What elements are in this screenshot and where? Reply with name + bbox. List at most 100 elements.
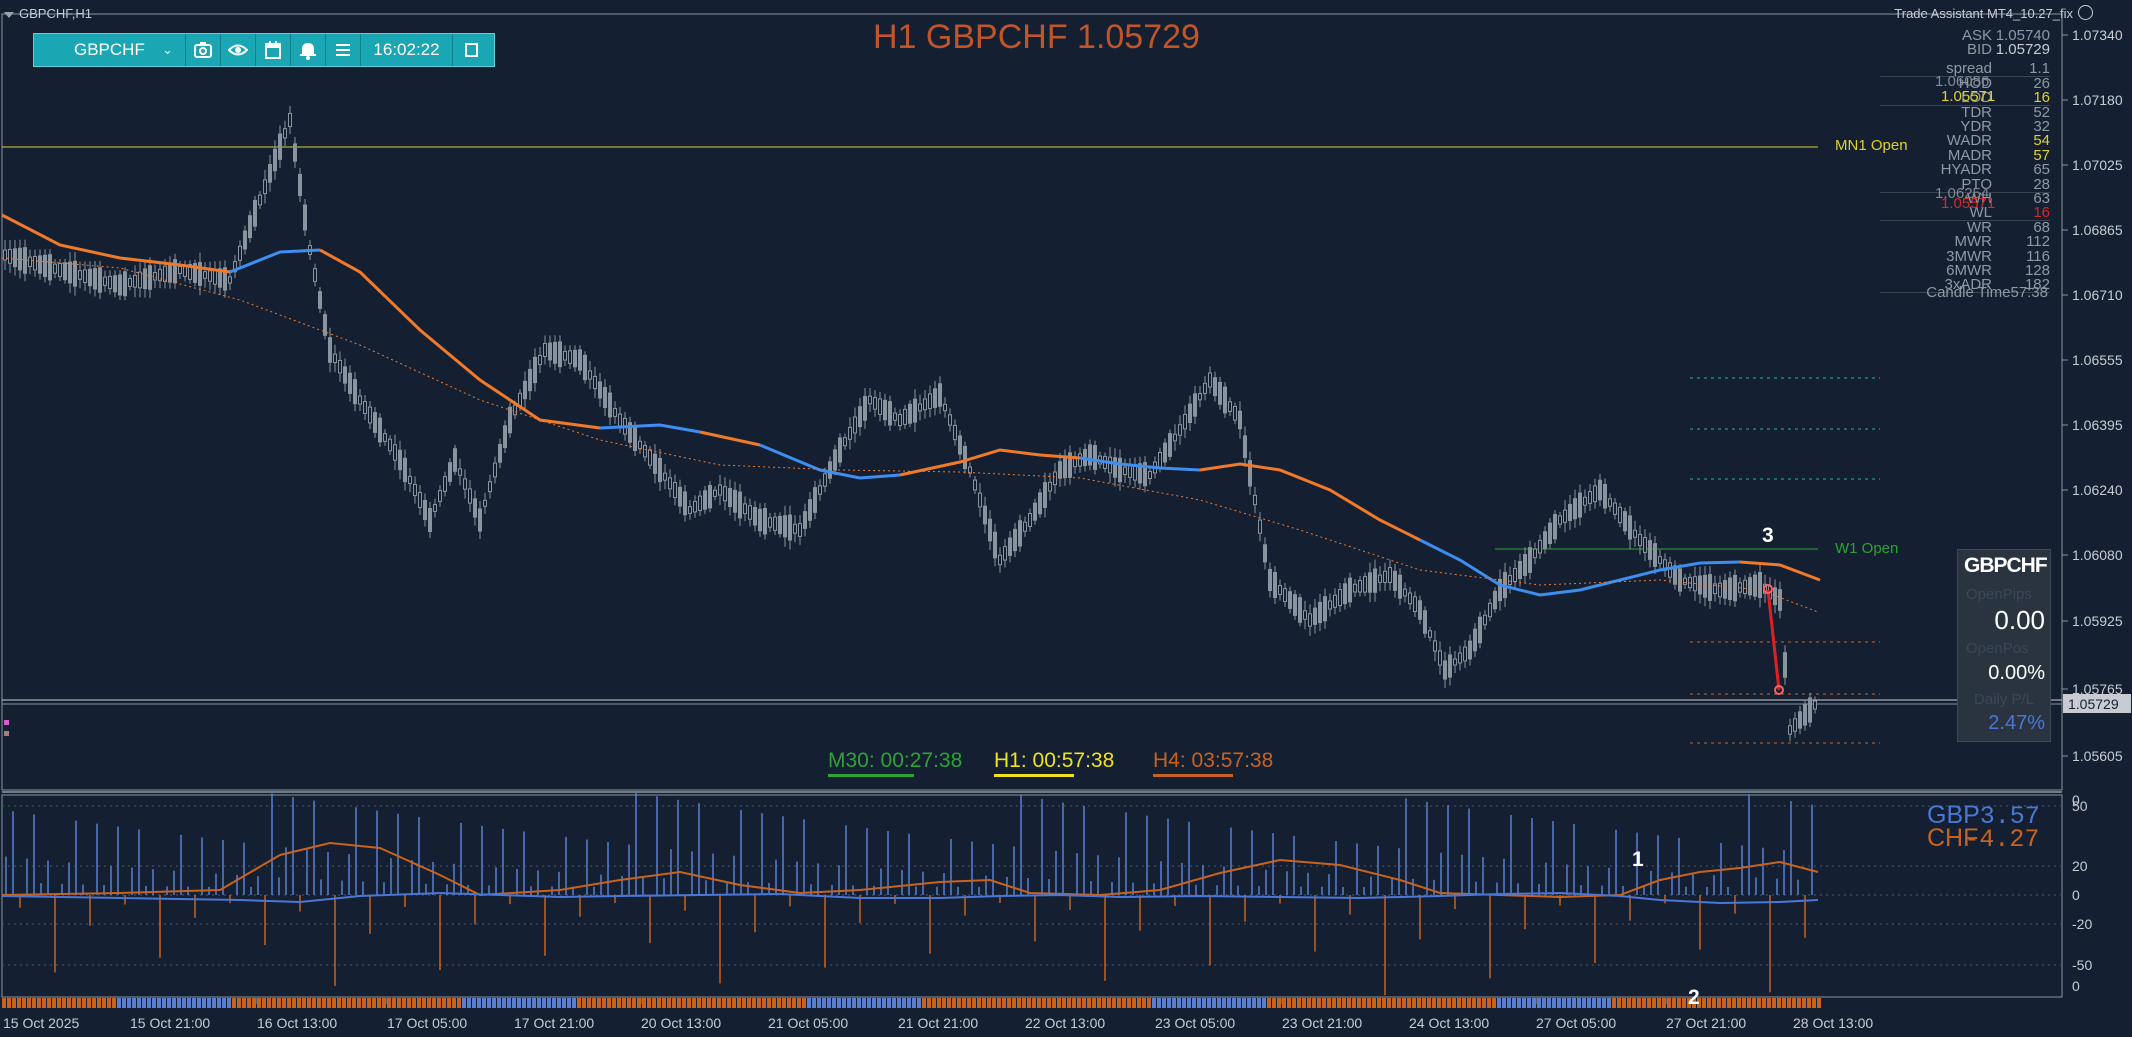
candle-body <box>1783 652 1787 678</box>
candle-body <box>1203 382 1207 394</box>
session-cell <box>152 998 156 1008</box>
session-cell <box>1667 998 1671 1008</box>
candle-body <box>1363 576 1367 593</box>
session-cell <box>872 998 876 1008</box>
candle-body <box>58 262 62 278</box>
session-cell <box>987 998 991 1008</box>
candle-body <box>218 268 222 288</box>
candle-body <box>1628 515 1632 540</box>
session-cell <box>1762 998 1766 1008</box>
candle-body <box>1618 506 1622 524</box>
session-cell <box>742 998 746 1008</box>
session-cell <box>1337 998 1341 1008</box>
time-tick-label: 16 Oct 13:00 <box>257 1015 337 1031</box>
candle-body <box>338 359 342 374</box>
candle-body <box>653 453 657 474</box>
time-tick-label: 22 Oct 13:00 <box>1025 1015 1105 1031</box>
session-cell <box>647 998 651 1008</box>
candle-body <box>383 433 387 442</box>
candle-body <box>463 478 467 490</box>
session-cell <box>1352 998 1356 1008</box>
session-cell <box>1057 998 1061 1008</box>
ea-name: Trade Assistant MT4_10.27_fix <box>1894 6 2073 21</box>
session-cell <box>187 998 191 1008</box>
session-cell <box>557 998 561 1008</box>
session-cell <box>37 998 41 1008</box>
session-cell <box>1362 998 1366 1008</box>
session-cell <box>912 998 916 1008</box>
session-cell <box>1562 998 1566 1008</box>
session-cell <box>92 998 96 1008</box>
info-row-value: 68 <box>2033 219 2050 236</box>
candle-body <box>388 438 392 452</box>
candle-body <box>1143 462 1147 487</box>
info-separator <box>1880 105 2050 106</box>
symbol-select[interactable]: GBPCHF ⌄ <box>34 34 186 66</box>
session-cell <box>1627 998 1631 1008</box>
candle-body <box>1158 452 1162 468</box>
session-cell <box>1032 998 1036 1008</box>
candle-body <box>1678 568 1682 592</box>
candle-body <box>1633 529 1637 538</box>
candle-body <box>808 499 812 521</box>
session-cell <box>347 998 351 1008</box>
session-cell <box>1607 998 1611 1008</box>
session-cell <box>137 998 141 1008</box>
window-menu-icon[interactable] <box>4 11 14 18</box>
session-cell <box>672 998 676 1008</box>
session-cell <box>277 998 281 1008</box>
candle-body <box>1053 471 1057 486</box>
session-cell <box>412 998 416 1008</box>
candle-body <box>1558 515 1562 525</box>
candle-body <box>1008 537 1012 556</box>
session-cell <box>907 998 911 1008</box>
candle-body <box>1258 519 1262 534</box>
session-cell <box>732 998 736 1008</box>
info-row-label: YDR <box>1960 118 1992 135</box>
session-cell <box>577 998 581 1008</box>
window-button[interactable] <box>453 34 488 66</box>
session-cell <box>1157 998 1161 1008</box>
candle-body <box>363 401 367 414</box>
candle-body <box>188 264 192 280</box>
candle-body <box>1178 424 1182 436</box>
session-cell <box>632 998 636 1008</box>
session-cell <box>402 998 406 1008</box>
session-cell <box>862 998 866 1008</box>
candle-body <box>833 449 837 471</box>
session-cell <box>142 998 146 1008</box>
candle-body <box>118 274 122 296</box>
alert-button[interactable] <box>291 34 326 66</box>
session-cell <box>757 998 761 1008</box>
candle-body <box>208 270 212 282</box>
session-cell <box>967 998 971 1008</box>
session-cell <box>1132 998 1136 1008</box>
calendar-button[interactable] <box>256 34 291 66</box>
candle-body <box>398 449 402 471</box>
candle-body <box>1808 697 1812 723</box>
session-cell <box>1012 998 1016 1008</box>
sub-top-tick: 0 <box>2072 792 2080 808</box>
screenshot-button[interactable] <box>186 34 221 66</box>
session-cell <box>407 998 411 1008</box>
session-cell <box>1547 998 1551 1008</box>
session-cell <box>1237 998 1241 1008</box>
trade-toolbar: GBPCHF ⌄ 16:02:22 <box>33 33 495 67</box>
session-cell <box>1502 998 1506 1008</box>
info-row-madr: MADR 57 <box>1880 147 2050 164</box>
view-button[interactable] <box>221 34 256 66</box>
lod-price: 1.05571 <box>1941 88 1996 105</box>
session-cell <box>777 998 781 1008</box>
session-cell <box>942 998 946 1008</box>
candle-body <box>1708 574 1712 601</box>
candle-body <box>43 254 47 278</box>
menu-button[interactable] <box>326 34 361 66</box>
candle-body <box>393 444 397 461</box>
session-cell <box>1322 998 1326 1008</box>
candle-body <box>1088 444 1092 466</box>
session-cell <box>1287 998 1291 1008</box>
camera-icon <box>194 42 212 58</box>
candle-body <box>473 498 477 518</box>
